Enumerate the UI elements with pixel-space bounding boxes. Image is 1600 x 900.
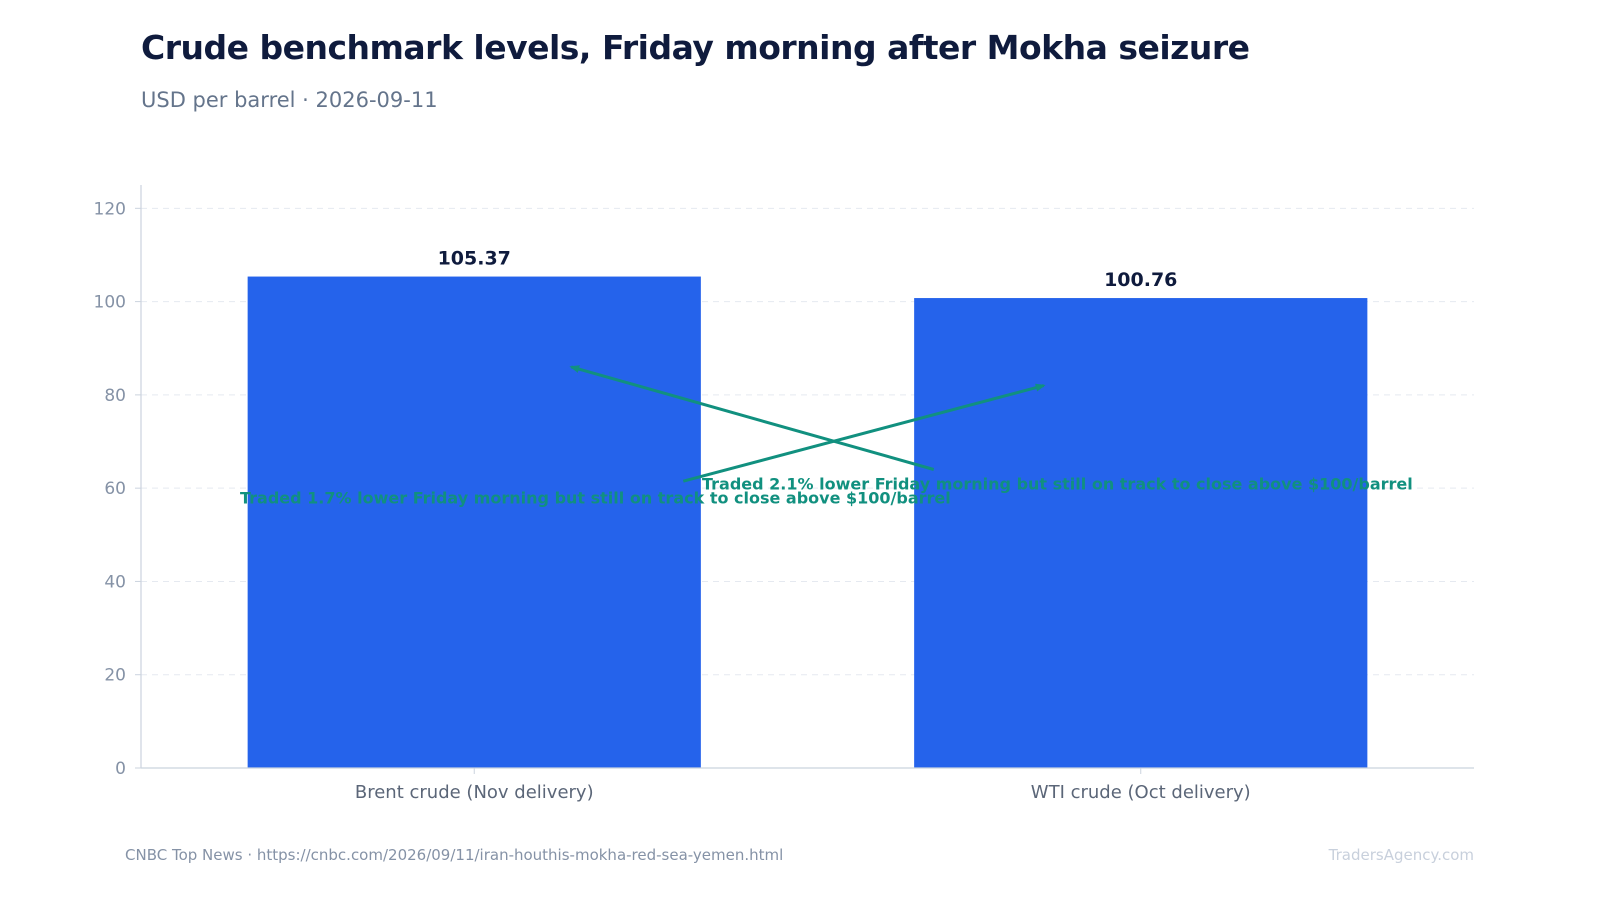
chart-subtitle: USD per barrel · 2026-09-11	[141, 88, 438, 112]
y-tick-label: 60	[104, 479, 126, 499]
y-tick-label: 20	[104, 666, 126, 686]
chart-title: Crude benchmark levels, Friday morning a…	[141, 28, 1250, 67]
data-label: 105.37	[438, 248, 511, 270]
y-tick-label: 40	[104, 572, 126, 592]
y-tick-label: 120	[94, 199, 126, 219]
annotation-text: Traded 2.1% lower Friday morning but sti…	[702, 474, 1413, 493]
y-tick-label: 0	[115, 759, 126, 779]
x-tick-label: Brent crude (Nov delivery)	[355, 782, 594, 803]
annotation-arrow	[682, 383, 1046, 483]
annotation-arrow	[569, 365, 935, 471]
brand-watermark: TradersAgency.com	[1328, 846, 1474, 864]
y-tick-label: 100	[94, 293, 126, 313]
annotation-text: Traded 1.7% lower Friday morning but sti…	[240, 488, 951, 507]
x-tick-label: WTI crude (Oct delivery)	[1031, 782, 1251, 803]
data-label: 100.76	[1104, 269, 1177, 291]
source-citation: CNBC Top News · https://cnbc.com/2026/09…	[125, 846, 784, 864]
y-tick-label: 80	[104, 386, 126, 406]
bar	[247, 276, 701, 768]
bar	[914, 298, 1368, 768]
